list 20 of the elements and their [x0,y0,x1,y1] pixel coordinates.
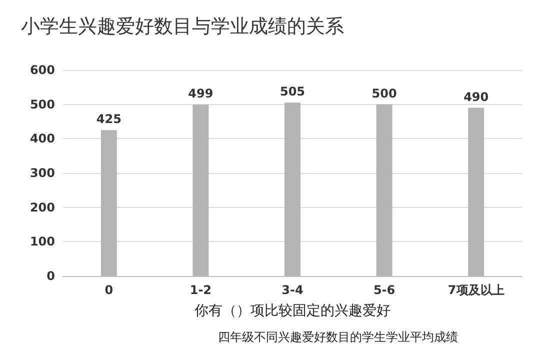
y-tick-label: 400 [30,132,55,146]
data-label: 490 [464,90,489,104]
x-tick-label: 5-6 [373,283,396,297]
y-tick-label: 300 [30,166,55,180]
data-label: 425 [96,112,122,126]
chart-title: 小学生兴趣爱好数目与学业成绩的关系 [21,16,344,38]
x-tick-label: 3-4 [282,283,304,297]
y-tick-label: 500 [30,97,55,112]
data-label: 500 [372,86,397,100]
y-tick-label: 200 [30,200,55,214]
y-tick-label: 600 [30,63,55,77]
data-label: 499 [188,86,214,101]
y-tick-label: 0 [46,269,55,283]
x-tick-label: 7项及以上 [448,283,504,297]
x-tick-label: 1-2 [190,283,212,297]
data-label: 505 [280,84,306,99]
text: 四年级不同兴趣爱好数目的学生学业平均成绩 [218,330,458,344]
x-axis-title: 你有（）项比较固定的兴趣爱好 [194,303,390,319]
x-tick-label: 0 [104,283,114,297]
y-tick-label: 100 [30,234,55,249]
